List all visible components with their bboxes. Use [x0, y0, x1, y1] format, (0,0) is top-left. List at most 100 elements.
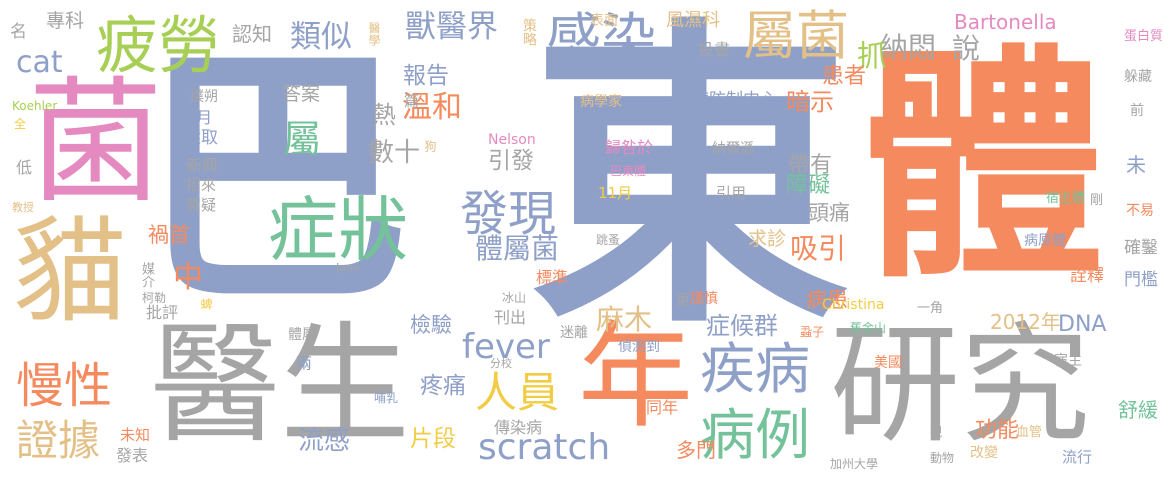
- word-emerging: 新興: [186, 156, 219, 175]
- word-research: 研究: [830, 309, 1091, 461]
- word-cognition: 認知: [232, 22, 272, 46]
- word-year: 年: [578, 310, 694, 444]
- word-nelson: Nelson: [488, 132, 536, 148]
- word-shu: 屬: [283, 117, 322, 161]
- word-usa: 美國: [874, 355, 902, 371]
- word-2012: 2012年: [990, 310, 1061, 334]
- word-specialty: 專科: [46, 10, 85, 32]
- word-campus: 分校: [490, 357, 512, 370]
- word-fragment: 片段: [410, 426, 456, 452]
- word-surface: 表面: [590, 13, 618, 29]
- word-disease: 疾病: [700, 337, 811, 401]
- word-attract: 吸引: [790, 232, 847, 265]
- word-scratch: scratch: [478, 427, 611, 468]
- word-bartonella: Bartonella: [954, 10, 1057, 34]
- word-vector: 媒介: [139, 262, 154, 288]
- word-cite: 引用: [716, 184, 747, 202]
- word-publish: 刊出: [494, 308, 527, 327]
- word-vessel: 血管: [1016, 425, 1043, 440]
- word-conclusive: 確鑿: [1124, 238, 1158, 258]
- word-same-year: 同年: [646, 398, 679, 417]
- word-change: 改變: [970, 445, 998, 461]
- word-just: 剛: [1090, 193, 1104, 208]
- word-visit: 求診: [748, 228, 787, 250]
- word-cdc: 疾病防制中心: [675, 90, 777, 110]
- word-unknown: 未知: [120, 426, 151, 444]
- word-culprit: 禍首: [148, 223, 190, 247]
- word-cat-en: cat: [16, 45, 63, 80]
- word-headache: 頭痛: [808, 201, 850, 225]
- word-doctor: 醫生: [150, 309, 411, 461]
- word-dong: 東: [530, 0, 850, 366]
- word-more: 更: [676, 293, 690, 309]
- word-corner: 一角: [917, 301, 944, 316]
- word-sf: 舊金山: [850, 321, 887, 335]
- word-ming: 名: [10, 22, 27, 42]
- word-trigger: 引發: [488, 148, 534, 174]
- word-pain: 疼痛: [420, 373, 466, 399]
- word-question: 質疑: [186, 196, 217, 214]
- word-flu: 流感: [298, 426, 351, 456]
- word-low: 低: [16, 158, 33, 177]
- word-genus: 屬菌: [743, 6, 849, 67]
- word-november: 11月: [598, 184, 633, 202]
- word-view: 視: [930, 425, 943, 439]
- word-two: 兩: [296, 354, 313, 373]
- word-evidence: 證據: [16, 416, 101, 465]
- word-mild: 溫和: [402, 90, 462, 125]
- word-medicine: 醫學: [367, 22, 381, 46]
- word-flea: 跳蚤: [596, 233, 621, 247]
- word-pathogen: 病原體: [1024, 233, 1066, 249]
- word-chronic: 慢性: [16, 358, 113, 414]
- word-fatigue: 疲勞: [96, 9, 221, 82]
- word-relieve: 舒緩: [1118, 398, 1158, 422]
- word-syndrome: 症候群: [706, 312, 778, 340]
- word-before: 前: [1130, 103, 1144, 119]
- word-host-body: 宿主體: [1046, 191, 1086, 206]
- word-standard: 標準: [536, 268, 569, 287]
- word-not-easy: 不易: [1126, 203, 1154, 219]
- word-heat: 熱: [372, 101, 396, 129]
- word-bartonella-short: 體屬: [288, 327, 316, 343]
- word-discovery: 發現: [460, 186, 557, 242]
- word-middle: 中: [173, 260, 203, 295]
- word-animal: 動物: [930, 451, 955, 465]
- word-careful: 謹慎: [690, 291, 718, 307]
- word-blame: 歸咎於: [605, 138, 654, 157]
- word-bartonella-genus: 體屬菌: [475, 232, 560, 265]
- word-wonder: 納悶: [880, 31, 937, 64]
- word-answer: 答案: [282, 83, 321, 105]
- word-confusing: 迷離: [560, 325, 588, 341]
- word-hide: 躲藏: [1124, 69, 1152, 85]
- word-host: 宿主: [1054, 353, 1082, 369]
- word-elusive: 撲朔: [190, 89, 218, 105]
- word-strategy: 策略: [521, 18, 537, 46]
- word-test: 檢驗: [410, 313, 452, 337]
- word-christina: Christina: [822, 297, 885, 313]
- word-threshold: 門檻: [1124, 270, 1158, 290]
- word-koehler: Koehler: [12, 99, 58, 113]
- word-detected: 偵測到: [618, 339, 660, 355]
- word-dog: 狗: [423, 140, 437, 152]
- word-may: 5月: [186, 108, 213, 127]
- word-symptom: 症狀: [268, 189, 408, 271]
- word-epidemiologist: 病學家: [580, 94, 622, 110]
- word-select: 選取: [184, 128, 218, 148]
- word-professor: 教授: [12, 201, 34, 214]
- word-dozens: 數十: [368, 138, 421, 168]
- word-similar: 類似: [290, 19, 352, 55]
- word-hint: 暗示: [786, 88, 834, 116]
- word-tick: 蜱: [199, 298, 213, 310]
- word-jun: 菌: [28, 64, 163, 221]
- word-bartonella-zh: 巴東體: [610, 164, 647, 178]
- word-rheum: 風濕科: [666, 10, 720, 31]
- word-uc: 加州大學: [830, 457, 879, 471]
- word-ba: 巴: [140, 22, 410, 337]
- word-invite: 招來: [186, 176, 217, 194]
- word-dna: DNA: [1058, 312, 1107, 337]
- word-epidemic: 流行: [1062, 448, 1093, 466]
- word-cases: 病例: [700, 403, 811, 467]
- word-numbness: 麻木: [596, 303, 653, 336]
- word-all: 全: [14, 117, 27, 131]
- word-criticism: 批評: [146, 303, 179, 322]
